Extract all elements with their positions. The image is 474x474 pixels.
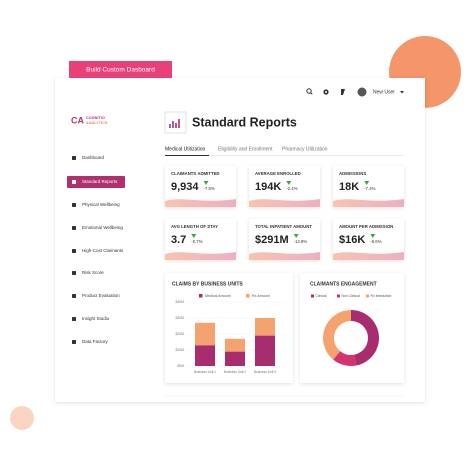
nav-icon xyxy=(72,271,76,275)
bar-segment xyxy=(195,345,215,366)
nav-item[interactable]: High-Cost Claimants xyxy=(82,248,124,253)
bar-segment xyxy=(195,322,215,346)
kpi-arrow xyxy=(293,234,299,238)
kpi-label: AMOUNT PER ADMISSION xyxy=(339,224,393,229)
kpi-value: 3.7 xyxy=(171,234,186,246)
kpi-label: ADMISSIONS xyxy=(339,171,366,176)
dynamic-content: Dashboard Standard Reports Physical Wellbe… xyxy=(67,146,404,383)
kpi-delta: -2.4% xyxy=(286,186,297,191)
kpi-delta: -7.5% xyxy=(204,186,215,191)
legend-label: Non Clinical xyxy=(342,294,360,298)
kpi-arrow xyxy=(286,181,292,185)
y-tick-label: $30M xyxy=(176,316,185,320)
avatar[interactable] xyxy=(357,87,367,97)
legend-swatch xyxy=(366,294,369,298)
kpi-label: AVG LENGTH OF STAY xyxy=(171,224,218,229)
kpi-value: $16K xyxy=(339,234,365,246)
nav-icon xyxy=(72,203,76,207)
user-name[interactable]: New User xyxy=(373,89,395,95)
banner-text: Build Custom Dasboard xyxy=(86,67,155,74)
kpi-value: 18K xyxy=(339,181,359,193)
kpi-label: CLAIMANTS ADMITTED xyxy=(171,171,220,176)
user-caret[interactable] xyxy=(400,91,404,94)
legend-label: Rx Amount xyxy=(252,294,270,298)
legend-swatch xyxy=(311,294,314,298)
y-tick-label: $10M xyxy=(176,348,185,352)
logo-bottom: ANALYTICS xyxy=(86,121,108,125)
nav-item[interactable]: Dashboard xyxy=(82,155,105,160)
chart-title: CLAIMS BY BUSINESS UNITS xyxy=(172,281,243,287)
nav-icon xyxy=(72,249,76,253)
kpi-wave xyxy=(165,199,236,207)
bar-segment xyxy=(255,335,275,366)
kpi-value: $291M xyxy=(255,234,289,246)
nav-icon xyxy=(72,180,76,184)
donut-segment xyxy=(323,310,351,360)
legend-label: Clinical xyxy=(316,294,327,298)
bar-segment xyxy=(225,351,245,366)
nav-item[interactable]: Standard Reports xyxy=(82,179,118,184)
kpi-arrow xyxy=(364,181,370,185)
kpi-arrow xyxy=(191,234,197,238)
title-icon xyxy=(164,111,187,134)
tab[interactable]: Pharmacy Utilization xyxy=(282,146,328,152)
kpi-wave xyxy=(333,252,404,260)
nav-item[interactable]: Emotional Wellbeing xyxy=(82,225,123,230)
chart-title: CLAIMANTS ENGAGEMENT xyxy=(310,281,377,287)
notification-icon[interactable] xyxy=(341,89,345,95)
kpi-arrow xyxy=(370,234,376,238)
banner[interactable] xyxy=(69,61,172,78)
logo-top: COGNITIO xyxy=(86,116,105,120)
x-tick-label: Business Unit 3 xyxy=(254,370,276,374)
tab[interactable]: Medical Utilization xyxy=(165,146,206,152)
legend-swatch xyxy=(246,294,250,298)
legend-label: Rx Interaction xyxy=(371,294,392,298)
kpi-label: TOTAL INPATIENT AMOUNT xyxy=(255,224,312,229)
kpi-value: 194K xyxy=(255,181,281,193)
title-icon-bars xyxy=(169,119,180,128)
nav-icon xyxy=(72,294,76,298)
legend-swatch xyxy=(199,294,203,298)
kpi-delta: -0.7% xyxy=(191,239,202,244)
nav-icon xyxy=(72,226,76,230)
chart-panel xyxy=(300,273,404,383)
nav-active-bg xyxy=(67,176,125,188)
kpi-label: AVERAGE ENROLLED xyxy=(255,171,301,176)
y-tick-label: $20M xyxy=(176,332,185,336)
nav-icon xyxy=(72,340,76,344)
kpi-arrow xyxy=(203,181,209,185)
donut-segment xyxy=(333,351,357,366)
kpi-delta: -12.8% xyxy=(294,239,308,244)
donut-segment xyxy=(351,310,379,366)
decor-circle xyxy=(10,406,34,430)
nav-item[interactable]: Physical Wellbeing xyxy=(82,202,120,207)
nav-item[interactable]: Data Factory xyxy=(82,339,109,344)
y-tick-label: $40M xyxy=(176,300,185,304)
x-tick-label: Business Unit 2 xyxy=(224,370,246,374)
kpi-delta: -7.4% xyxy=(364,186,375,191)
legend-swatch xyxy=(337,294,340,298)
logo-mark: CA xyxy=(71,115,84,125)
legend-label: Medical Amount xyxy=(205,294,231,298)
tab[interactable]: Eligibility and Enrollment xyxy=(218,146,273,152)
page-title: Standard Reports xyxy=(192,115,297,129)
nav-icon xyxy=(72,156,76,160)
bar-segment xyxy=(225,338,245,352)
nav-item[interactable]: Product Evaluation xyxy=(82,293,120,298)
kpi-wave xyxy=(249,199,320,207)
bar-segment xyxy=(255,318,275,336)
nav-item[interactable]: Risk Score xyxy=(82,270,104,275)
kpi-wave xyxy=(333,199,404,207)
x-tick-label: Business Unit 1 xyxy=(194,370,216,374)
nav-item[interactable]: Insight Studio xyxy=(82,316,110,321)
settings-icon[interactable] xyxy=(323,89,329,95)
kpi-delta: -5.6% xyxy=(370,239,381,244)
y-tick-label: $0M xyxy=(177,364,184,368)
kpi-value: 9,934 xyxy=(171,181,199,193)
kpi-wave xyxy=(249,252,320,260)
search-icon[interactable] xyxy=(306,88,313,95)
kpi-wave xyxy=(165,252,236,260)
nav-icon xyxy=(72,317,76,321)
